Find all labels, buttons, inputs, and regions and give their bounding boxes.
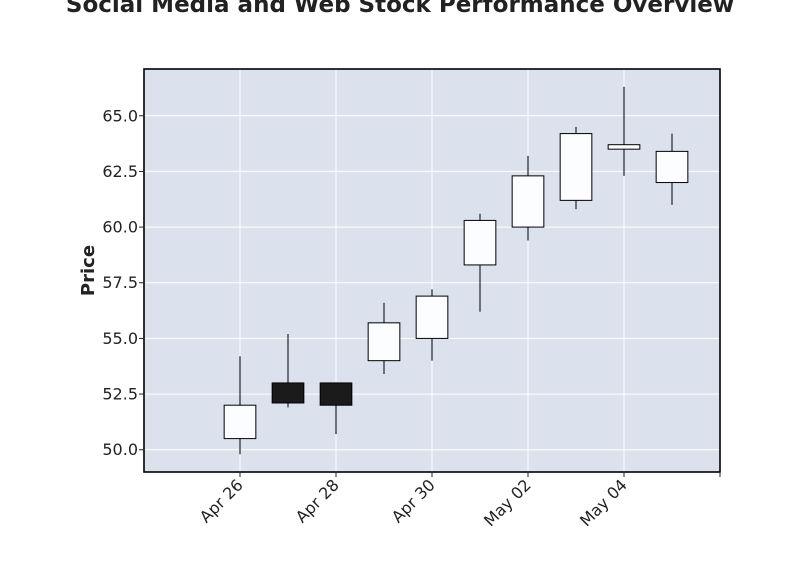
candle-body-up [415,295,449,339]
x-tick-label: May 02 [480,475,535,530]
y-tick-label: 62.5 [102,162,138,181]
y-tick-label: 55.0 [102,329,138,348]
x-tick-label: Apr 30 [388,475,439,526]
candle-body-up [367,322,401,362]
y-tick-label: 50.0 [102,440,138,459]
candle [367,302,401,375]
y-tick-label: 60.0 [102,218,138,237]
x-axis-ticks: Apr 26 Apr 28 Apr 30 May 02 May 04 [196,472,721,530]
candle [223,356,257,455]
candle-body-up [607,144,641,150]
candle-body-up [655,150,689,184]
y-tick-label: 65.0 [102,106,138,125]
candles [223,86,689,455]
candle [559,126,593,210]
candle [319,382,353,435]
candle [511,155,545,241]
chart-title: Social Media and Web Stock Performance O… [65,0,735,18]
candle-body-down [271,382,305,404]
candle [415,289,449,361]
candle [463,213,497,312]
y-tick-label: 57.5 [102,273,138,292]
candle [655,133,689,205]
x-tick-label: Apr 26 [196,475,247,526]
candle-body-up [223,404,257,440]
candle [271,333,305,408]
y-tick-label: 52.5 [102,385,138,404]
x-tick-label: May 04 [576,475,631,530]
candle-body-up [559,133,593,201]
candle-body-up [463,219,497,266]
y-axis-label: Price [78,245,99,296]
y-axis-ticks: 50.0 52.5 55.0 57.5 60.0 62.5 65.0 [102,106,144,459]
candle-body-down [319,382,353,406]
x-tick-label: Apr 28 [292,475,343,526]
candle-body-up [511,175,545,228]
candle [607,86,641,176]
